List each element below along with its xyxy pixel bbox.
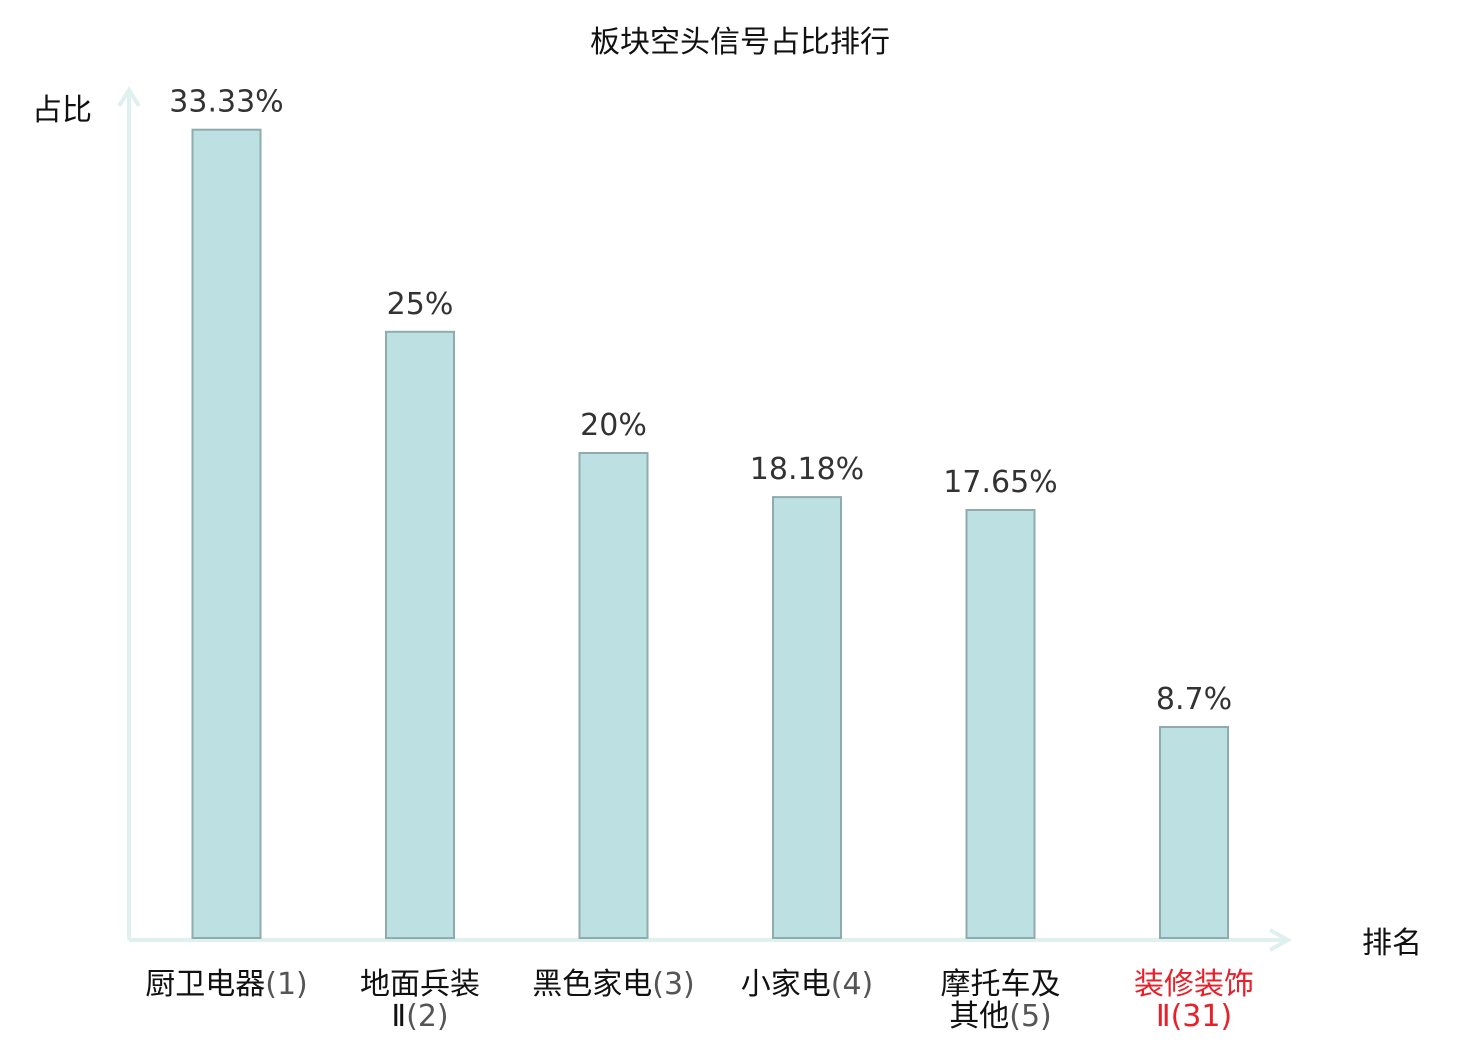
bar-value-label-6: 8.7% (1156, 682, 1232, 717)
x-tick-name-line: 其他 (949, 999, 1009, 1034)
bar-value-label-5: 17.65% (943, 465, 1057, 500)
bar-2 (385, 330, 455, 940)
x-tick-rank: (2) (406, 999, 449, 1034)
x-axis-arrowhead (1269, 928, 1293, 952)
x-tick-rank: (1) (265, 967, 308, 1002)
y-axis-arrowhead (117, 86, 141, 108)
x-tick-name-line: 摩托车及 (941, 967, 1061, 1002)
x-tick-label-3: 黑色家电(3) (532, 967, 695, 1002)
x-tick-name-line: Ⅱ (391, 999, 406, 1034)
x-tick-name-line: 厨卫电器 (145, 967, 265, 1002)
y-axis-label: 占比 (32, 93, 92, 128)
x-tick-name-line: 装修装饰 (1134, 967, 1254, 1002)
bar-3 (578, 452, 649, 939)
x-tick-name-line: 黑色家电 (532, 967, 652, 1002)
bar-5 (965, 509, 1036, 939)
x-axis-label: 排名 (1362, 926, 1422, 961)
x-tick-label-4: 小家电(4) (741, 967, 874, 1002)
bar-value-label-4: 18.18% (750, 452, 864, 487)
x-tick-rank: (5) (1009, 999, 1052, 1034)
bar-value-label-1: 33.33% (169, 85, 283, 120)
bar-6 (1159, 726, 1229, 939)
x-tick-name-line: 小家电 (741, 967, 831, 1002)
x-tick-rank: (4) (831, 967, 874, 1002)
x-tick-rank: (31) (1171, 999, 1233, 1034)
x-tick-labels-layer: 厨卫电器(1) 地面兵装 Ⅱ(2)黑色家电(3) 小家电(4) 摩托车及其他(5)装修装… (145, 967, 1254, 1034)
x-tick-name-line: Ⅱ (1156, 999, 1171, 1034)
x-tick-rank: (3) (652, 967, 695, 1002)
x-tick-label-6: 装修装饰 Ⅱ(31) (1134, 967, 1254, 1034)
x-tick-label-2: 地面兵装 Ⅱ(2) (360, 967, 480, 1034)
bars-layer (191, 128, 1229, 940)
bar-value-label-3: 20% (580, 408, 647, 443)
bar-value-label-2: 25% (387, 287, 454, 322)
value-labels-layer: 33.33% 25% 20% 18.18% 17.65% 8.7% (169, 85, 1232, 717)
x-tick-label-1: 厨卫电器(1) (145, 967, 308, 1002)
x-tick-label-5: 摩托车及其他(5) (941, 967, 1061, 1034)
x-tick-name-line: 地面兵装 (360, 967, 480, 1002)
bar-4 (772, 496, 842, 939)
bar-1 (191, 128, 262, 939)
chart-title: 板块空头信号占比排行 (590, 25, 890, 60)
